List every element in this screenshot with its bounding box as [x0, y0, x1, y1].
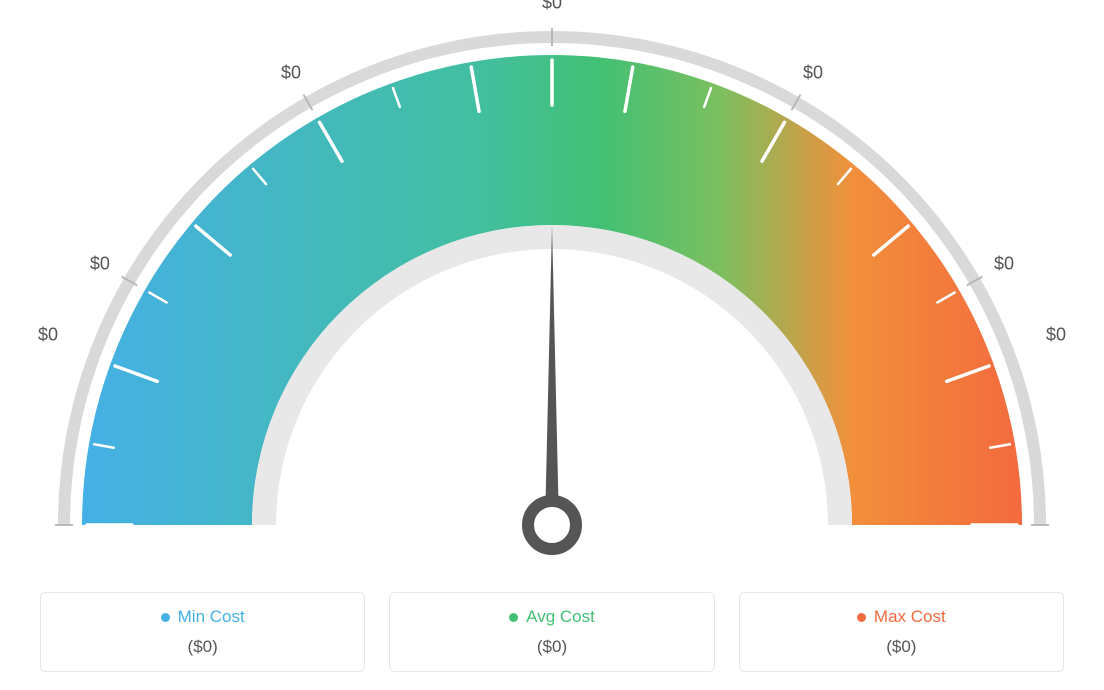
gauge-scale-label: $0: [994, 254, 1014, 275]
gauge-svg: [0, 0, 1104, 560]
gauge-scale-label: $0: [803, 62, 823, 83]
legend-card-avg: Avg Cost ($0): [389, 592, 714, 672]
gauge-scale-label: $0: [38, 325, 58, 346]
gauge-scale-label: $0: [90, 254, 110, 275]
gauge-scale-label: $0: [1046, 325, 1066, 346]
legend-card-min: Min Cost ($0): [40, 592, 365, 672]
legend-dot-max: [857, 613, 866, 622]
cost-gauge-container: $0 $0 $0 $0 $0 $0 $0 Min Cost ($0) Avg Cost ($…: [0, 0, 1104, 690]
legend-text-min: Min Cost: [178, 607, 245, 627]
legend-dot-min: [161, 613, 170, 622]
legend-card-max: Max Cost ($0): [739, 592, 1064, 672]
legend-dot-avg: [509, 613, 518, 622]
legend-row: Min Cost ($0) Avg Cost ($0) Max Cost ($0…: [40, 592, 1064, 672]
legend-label-max: Max Cost: [857, 607, 946, 627]
gauge-scale-label: $0: [281, 62, 301, 83]
gauge-chart: $0 $0 $0 $0 $0 $0 $0: [0, 0, 1104, 560]
legend-value-avg: ($0): [400, 637, 703, 657]
legend-label-avg: Avg Cost: [509, 607, 595, 627]
legend-value-min: ($0): [51, 637, 354, 657]
legend-text-avg: Avg Cost: [526, 607, 595, 627]
legend-label-min: Min Cost: [161, 607, 245, 627]
legend-text-max: Max Cost: [874, 607, 946, 627]
legend-value-max: ($0): [750, 637, 1053, 657]
gauge-scale-label: $0: [542, 0, 562, 14]
